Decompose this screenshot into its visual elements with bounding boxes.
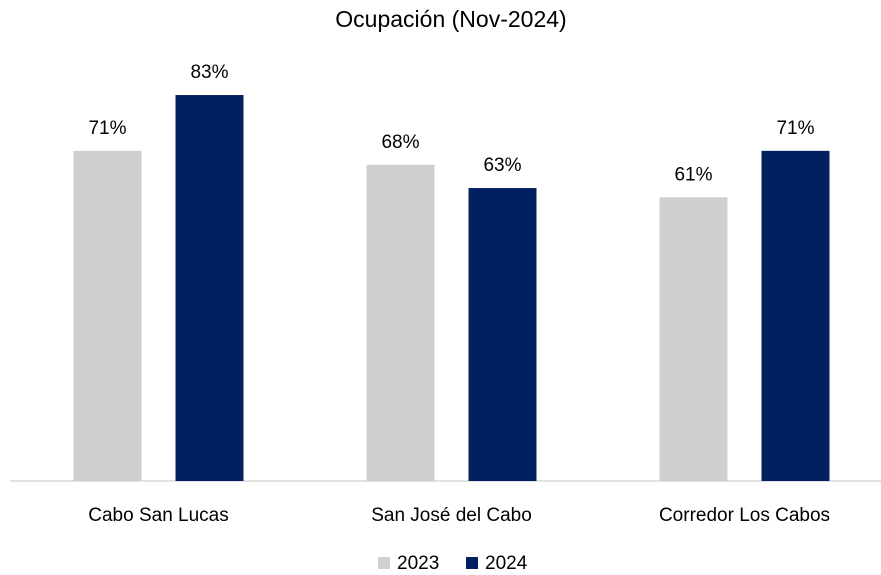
bar: [366, 164, 435, 482]
legend-swatch: [466, 557, 478, 569]
data-label: 63%: [483, 155, 521, 176]
bar: [73, 150, 142, 481]
legend-label: 2023: [397, 553, 439, 574]
data-label: 83%: [190, 62, 228, 83]
x-tick-label: San José del Cabo: [371, 505, 532, 526]
bar: [659, 197, 728, 481]
bar: [468, 188, 537, 482]
chart-title: Ocupación (Nov-2024): [335, 6, 566, 32]
bar: [761, 150, 830, 481]
legend-label: 2024: [485, 553, 528, 574]
legend-swatch: [378, 557, 390, 569]
bar: [175, 95, 244, 482]
data-label: 68%: [381, 132, 419, 153]
x-tick-label: Cabo San Lucas: [88, 505, 229, 526]
data-label: 71%: [88, 118, 126, 139]
data-label: 71%: [776, 118, 814, 139]
data-label: 61%: [674, 164, 712, 185]
x-tick-label: Corredor Los Cabos: [659, 505, 830, 526]
